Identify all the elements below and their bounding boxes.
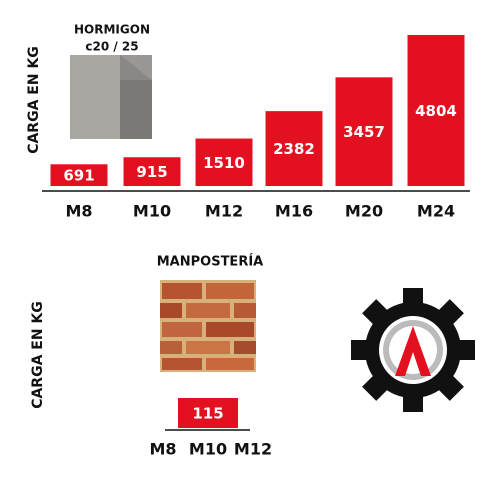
x-tick-label: M16 [275,202,313,221]
x-tick-label: M10 [189,440,227,459]
value-label: 115 [192,405,223,423]
x-tick-label: M12 [205,202,243,221]
logo [351,288,475,412]
value-label: 1510 [203,154,245,172]
value-label: 4804 [415,102,457,120]
chart-title: MANPOSTERÍA [157,254,263,270]
concrete-image [70,55,152,139]
bar [123,157,181,186]
bar [407,35,465,186]
x-tick-label: M8 [149,440,176,459]
x-tick-label: M10 [133,202,171,221]
brick-image [160,280,256,372]
y-axis-label: CARGA EN KG [26,46,42,154]
value-label: 691 [63,167,94,185]
bar [50,164,108,186]
bar [265,111,323,186]
bar [195,138,253,186]
value-label: 2382 [273,140,315,158]
x-tick-label: M8 [65,202,92,221]
chart-title: c20 / 25 [85,40,138,54]
bar [178,398,238,428]
x-tick-label: M20 [345,202,383,221]
value-label: 915 [136,163,167,181]
y-axis-label: CARGA EN KG [30,301,46,409]
chart-title: HORMIGON [74,23,150,37]
x-tick-label: M12 [234,440,272,459]
value-label: 3457 [343,123,385,141]
bar [335,77,393,186]
x-tick-label: M24 [417,202,455,221]
